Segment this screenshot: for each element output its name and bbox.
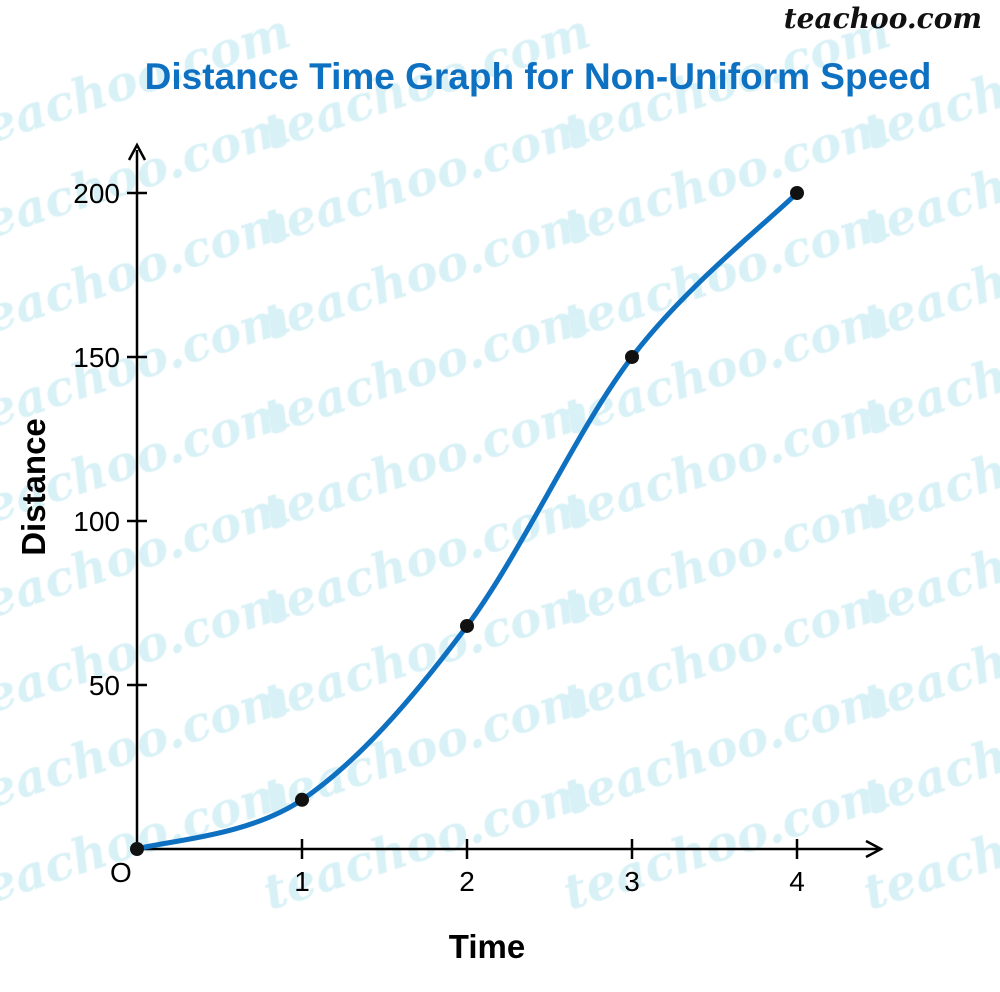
- y-tick-label: 200: [73, 178, 120, 209]
- y-axis-label: Distance: [15, 418, 52, 556]
- data-point: [460, 618, 474, 633]
- x-axis-label: Time: [449, 928, 525, 965]
- data-point: [790, 186, 804, 200]
- y-tick-label: 50: [89, 670, 120, 701]
- origin-label: O: [110, 857, 132, 888]
- data-point: [130, 842, 144, 856]
- distance-curve: [134, 190, 800, 852]
- y-tick-label: 100: [73, 506, 120, 537]
- x-tick-label: 1: [294, 866, 310, 897]
- teachoo-logo: teachoo.com: [783, 2, 982, 35]
- data-point: [625, 350, 639, 364]
- x-tick-label: 4: [789, 866, 805, 897]
- x-tick-label: 2: [459, 866, 475, 897]
- y-tick-label: 150: [73, 342, 120, 373]
- y-axis-arrow: [127, 142, 147, 161]
- data-point: [295, 792, 309, 807]
- x-axis-arrow: [865, 839, 884, 859]
- chart-title: Distance Time Graph for Non-Uniform Spee…: [144, 56, 932, 97]
- x-tick-label: 3: [624, 866, 640, 897]
